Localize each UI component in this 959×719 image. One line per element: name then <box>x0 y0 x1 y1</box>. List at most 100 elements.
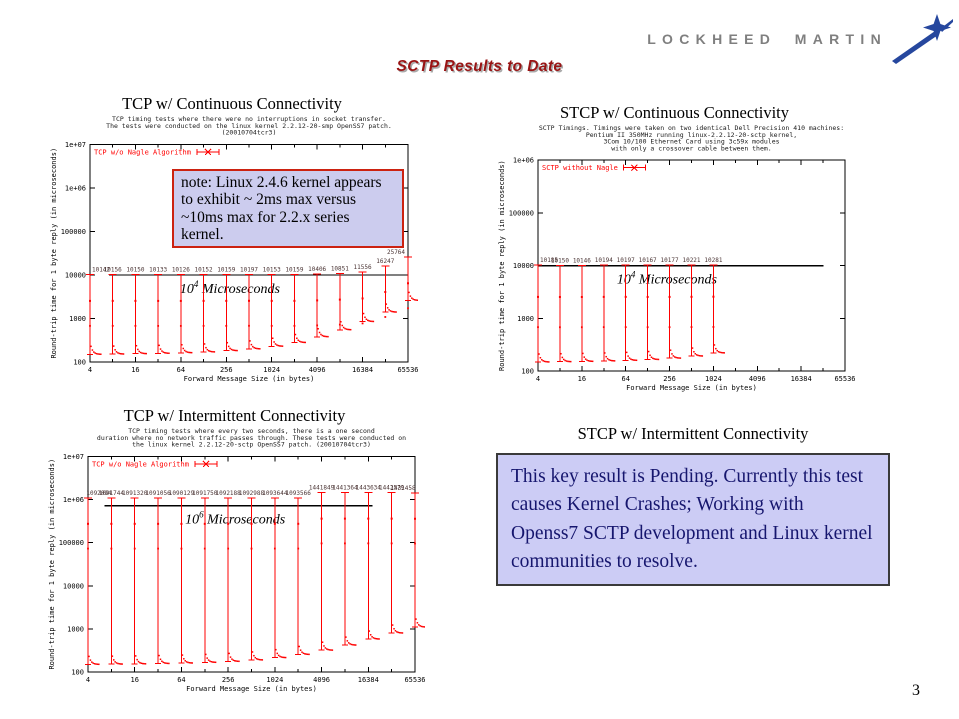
svg-text:10150: 10150 <box>551 257 569 264</box>
svg-text:1093644: 1093644 <box>262 490 288 497</box>
svg-text:10152: 10152 <box>195 267 213 274</box>
svg-text:10197: 10197 <box>240 267 258 274</box>
svg-text:Forward Message Size (in bytes: Forward Message Size (in bytes) <box>186 685 317 693</box>
chart-block-sctp-continuous: STCP w/ Continuous Connectivity SCTP Tim… <box>494 103 855 397</box>
chart-title-tcp-intermittent: TCP w/ Intermittent Connectivity <box>123 406 346 425</box>
svg-text:TCP w/o Nagle Algorithm: TCP w/o Nagle Algorithm <box>94 148 191 156</box>
logo-text: LOCKHEED MARTIN <box>647 31 887 47</box>
svg-text:16384: 16384 <box>358 676 379 684</box>
svg-text:104 Microseconds: 104 Microseconds <box>617 270 718 288</box>
svg-text:1431458: 1431458 <box>390 485 416 492</box>
svg-text:4096: 4096 <box>313 676 330 684</box>
svg-text:Forward Message Size (in bytes: Forward Message Size (in bytes) <box>184 375 315 383</box>
svg-text:10133: 10133 <box>149 267 167 274</box>
svg-text:10142: 10142 <box>92 267 110 274</box>
svg-text:1092188: 1092188 <box>215 490 241 497</box>
svg-text:SCTP without Nagle: SCTP without Nagle <box>542 164 618 172</box>
chart-title-sctp-intermittent: STCP w/ Intermittent Connectivity <box>577 424 809 443</box>
svg-text:(20010704tcr3): (20010704tcr3) <box>222 129 277 137</box>
svg-text:Pentium II 350MHz running linu: Pentium II 350MHz running linux-2.2.12-2… <box>586 131 797 139</box>
svg-text:1024: 1024 <box>705 375 722 383</box>
svg-text:1e+06: 1e+06 <box>513 157 534 165</box>
svg-text:10159: 10159 <box>217 267 235 274</box>
svg-text:10177: 10177 <box>661 257 679 264</box>
plot-sctp-continuous: SCTP Timings. Timings were taken on two … <box>498 124 855 392</box>
svg-text:10150: 10150 <box>126 267 144 274</box>
svg-text:10221: 10221 <box>682 257 700 264</box>
svg-text:100: 100 <box>521 368 534 376</box>
svg-text:11556: 11556 <box>354 264 372 271</box>
svg-text:1092988: 1092988 <box>239 490 265 497</box>
svg-text:Forward Message Size (in bytes: Forward Message Size (in bytes) <box>626 384 757 392</box>
svg-text:1443634: 1443634 <box>356 485 382 492</box>
svg-text:25764: 25764 <box>387 249 405 256</box>
lockheed-martin-logo: LOCKHEED MARTIN <box>647 14 953 64</box>
plot-tcp-continuous: TCP timing tests where there were no int… <box>50 115 418 383</box>
svg-text:4: 4 <box>86 676 90 684</box>
svg-text:1091744: 1091744 <box>99 490 125 497</box>
svg-text:1000: 1000 <box>517 315 534 323</box>
svg-text:256: 256 <box>663 375 676 383</box>
svg-text:1e+07: 1e+07 <box>63 453 84 461</box>
svg-text:duration where no network traf: duration where no network traffic passes… <box>97 434 406 442</box>
chart-title-tcp-continuous: TCP w/ Continuous Connectivity <box>122 94 342 113</box>
svg-text:1093566: 1093566 <box>286 490 312 497</box>
svg-text:TCP w/o Nagle Algorithm: TCP w/o Nagle Algorithm <box>92 460 189 468</box>
svg-text:1090129: 1090129 <box>169 490 195 497</box>
svg-text:1092094: 1092094 <box>86 490 112 497</box>
svg-text:10126: 10126 <box>172 267 190 274</box>
svg-text:4: 4 <box>536 375 540 383</box>
slide-title: SCTP Results to Date <box>396 58 563 75</box>
chart-block-tcp-continuous: TCP w/ Continuous Connectivity TCP timin… <box>46 94 418 388</box>
svg-text:10000: 10000 <box>65 271 86 279</box>
svg-text:256: 256 <box>222 676 235 684</box>
chart-title-sctp-continuous: STCP w/ Continuous Connectivity <box>559 103 790 122</box>
chart-block-tcp-intermittent: TCP w/ Intermittent Connectivity TCP tim… <box>44 406 425 698</box>
svg-text:10000: 10000 <box>513 262 534 270</box>
svg-text:16: 16 <box>131 366 139 374</box>
svg-text:1e+07: 1e+07 <box>65 141 86 149</box>
svg-text:4: 4 <box>88 366 92 374</box>
svg-text:1000: 1000 <box>69 315 86 323</box>
svg-text:with only a crossover cable be: with only a crossover cable between them… <box>611 144 771 152</box>
svg-text:10281: 10281 <box>704 257 722 264</box>
svg-text:16384: 16384 <box>791 375 812 383</box>
svg-text:104 Microseconds: 104 Microseconds <box>180 279 281 297</box>
svg-text:1024: 1024 <box>266 676 283 684</box>
svg-text:the linux kernel 2.2.12-20-sct: the linux kernel 2.2.12-20-sctp OpenSS7 … <box>132 441 371 449</box>
svg-text:10197: 10197 <box>617 257 635 264</box>
svg-text:10194: 10194 <box>595 257 613 264</box>
svg-text:TCP timing tests where there w: TCP timing tests where there were no int… <box>112 115 386 123</box>
svg-text:4096: 4096 <box>749 375 766 383</box>
pending-result-box: This key result is Pending. Currently th… <box>496 453 890 587</box>
svg-text:1e+06: 1e+06 <box>63 496 84 504</box>
svg-text:10146: 10146 <box>573 257 591 264</box>
svg-text:16247: 16247 <box>376 258 394 265</box>
svg-text:16: 16 <box>578 375 586 383</box>
svg-text:10000: 10000 <box>63 582 84 590</box>
svg-text:10156: 10156 <box>104 267 122 274</box>
svg-text:65536: 65536 <box>834 375 855 383</box>
svg-text:1091750: 1091750 <box>192 490 218 497</box>
svg-text:1091320: 1091320 <box>122 490 148 497</box>
svg-text:100000: 100000 <box>61 228 86 236</box>
pending-block: STCP w/ Intermittent Connectivity This k… <box>496 424 890 587</box>
svg-text:100000: 100000 <box>509 209 534 217</box>
svg-text:4096: 4096 <box>309 366 326 374</box>
star-logo-icon <box>892 14 953 64</box>
svg-text:16: 16 <box>130 676 138 684</box>
svg-text:65536: 65536 <box>397 366 418 374</box>
svg-text:The tests were conducted on th: The tests were conducted on the linux ke… <box>106 122 392 130</box>
svg-text:256: 256 <box>220 366 233 374</box>
svg-text:TCP timing tests where every t: TCP timing tests where every two seconds… <box>128 427 375 435</box>
svg-text:106 Microseconds: 106 Microseconds <box>185 510 286 528</box>
note-box: note: Linux 2.4.6 kernel appears to exhi… <box>172 169 404 249</box>
svg-text:16384: 16384 <box>352 366 373 374</box>
svg-text:1e+06: 1e+06 <box>65 184 86 192</box>
svg-text:1441849: 1441849 <box>309 485 335 492</box>
plot-tcp-intermittent: TCP timing tests where every two seconds… <box>48 427 425 693</box>
svg-text:10159: 10159 <box>285 267 303 274</box>
svg-text:65536: 65536 <box>404 676 425 684</box>
svg-text:64: 64 <box>177 366 185 374</box>
